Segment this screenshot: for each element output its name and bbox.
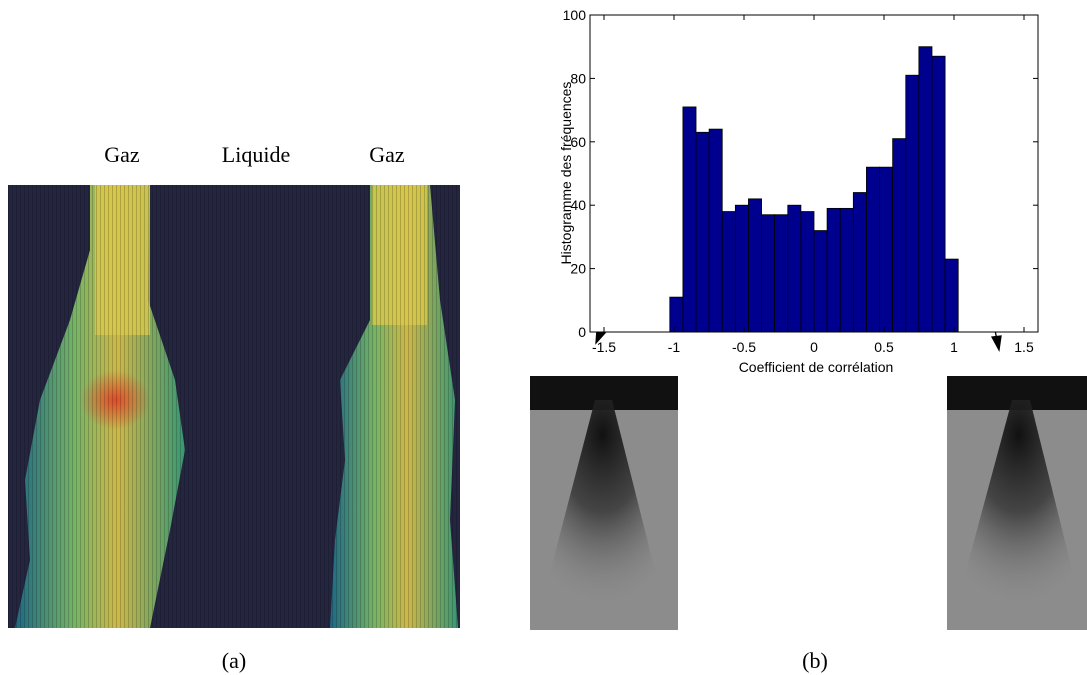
bar — [669, 296, 684, 333]
y-tick-label: 0 — [578, 324, 586, 340]
bar — [944, 258, 959, 333]
region-label: Gaz — [369, 142, 405, 167]
spray-image — [947, 376, 1087, 630]
bar — [800, 211, 815, 333]
bar — [682, 106, 697, 333]
bar — [852, 192, 867, 333]
y-tick-label: 60 — [570, 134, 586, 150]
bar — [931, 55, 946, 333]
bar — [721, 211, 736, 333]
bar — [813, 230, 828, 333]
x-tick-label: -0.5 — [732, 339, 756, 355]
flow-image — [8, 185, 460, 628]
bar — [918, 46, 933, 333]
x-tick-label: -1.5 — [592, 339, 616, 355]
y-axis-label: Histogramme des fréquences — [558, 82, 574, 265]
bar — [787, 204, 802, 333]
y-tick-label: 20 — [570, 261, 586, 277]
region-label: Gaz — [104, 142, 140, 167]
bar — [866, 166, 880, 333]
bar — [695, 131, 710, 333]
x-axis-label: Coefficient de corrélation — [739, 359, 894, 375]
caption: (a) — [222, 648, 246, 673]
bar — [734, 204, 749, 333]
x-tick-label: 1 — [950, 339, 958, 355]
y-tick-label: 40 — [570, 197, 586, 213]
bar — [892, 138, 907, 333]
caption: (b) — [802, 648, 828, 673]
x-tick-label: 0.5 — [874, 339, 894, 355]
bar — [774, 214, 789, 333]
x-tick-label: 1.5 — [1014, 339, 1034, 355]
bar — [761, 214, 776, 333]
bar — [826, 207, 841, 333]
x-tick-label: 0 — [810, 339, 818, 355]
bar — [905, 74, 920, 333]
bar — [879, 166, 894, 333]
spray-image — [530, 376, 678, 630]
bar — [839, 207, 854, 333]
bar — [748, 198, 762, 333]
y-tick-label: 100 — [563, 7, 587, 23]
x-tick-label: -1 — [668, 339, 681, 355]
region-label: Liquide — [222, 142, 290, 167]
bar — [708, 128, 723, 333]
y-tick-label: 80 — [570, 70, 586, 86]
